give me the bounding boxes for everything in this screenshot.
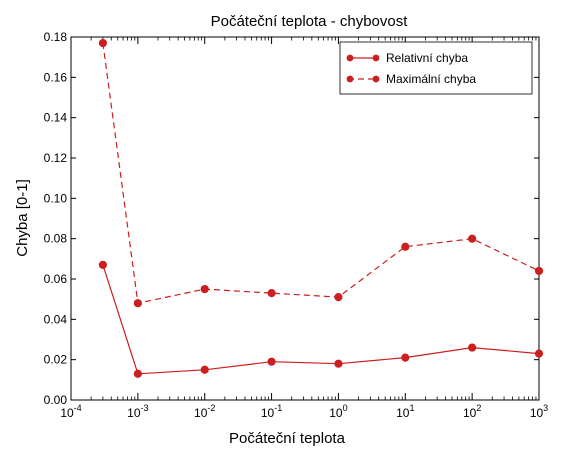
legend-marker bbox=[346, 54, 354, 62]
y-tick-label: 0.14 bbox=[44, 111, 68, 125]
legend-marker bbox=[372, 54, 380, 62]
legend-box bbox=[339, 41, 533, 95]
x-tick-label: 10-2 bbox=[194, 403, 215, 420]
legend: Relativní chyba Maximální chyba bbox=[339, 41, 533, 95]
series-line-1 bbox=[102, 264, 540, 375]
data-point bbox=[133, 369, 142, 378]
x-tick-label: 103 bbox=[530, 403, 548, 420]
x-tick-label: 102 bbox=[463, 403, 481, 420]
chart-title: Počáteční teplota - chybovost bbox=[211, 13, 409, 30]
y-tick-label: 0.18 bbox=[44, 30, 68, 44]
data-point bbox=[334, 293, 343, 302]
data-point bbox=[534, 266, 544, 276]
y-tick-label: 0.04 bbox=[44, 312, 68, 326]
data-point bbox=[267, 357, 276, 366]
axis-ticks: 0.00 0.02 0.04 0.06 0.08 0.10 0.12 0.14 0.16 0.18… bbox=[44, 30, 549, 420]
data-point bbox=[133, 299, 142, 308]
data-point bbox=[98, 38, 107, 48]
legend-marker bbox=[372, 75, 380, 83]
x-tick-label: 10-4 bbox=[60, 403, 81, 420]
data-point bbox=[267, 289, 276, 298]
y-axis-label: Chyba [0-1] bbox=[14, 179, 31, 257]
data-point bbox=[200, 284, 209, 294]
data-point bbox=[401, 242, 410, 251]
y-tick-label: 0.00 bbox=[44, 393, 68, 407]
y-tick-label: 0.08 bbox=[44, 232, 68, 246]
legend-label: Relativní chyba bbox=[386, 51, 468, 65]
legend-label: Maximální chyba bbox=[386, 72, 476, 86]
y-tick-label: 0.12 bbox=[44, 151, 68, 165]
x-axis-label: Počáteční teplota bbox=[229, 430, 346, 447]
data-point bbox=[200, 365, 209, 374]
x-tick-label: 100 bbox=[329, 403, 347, 420]
data-point bbox=[401, 353, 410, 362]
series-layer bbox=[98, 38, 544, 378]
data-point bbox=[334, 359, 343, 368]
legend-marker bbox=[346, 75, 354, 83]
y-tick-label: 0.02 bbox=[44, 353, 68, 367]
x-tick-label: 10-3 bbox=[127, 403, 148, 420]
series-line-2 bbox=[102, 43, 540, 304]
data-point bbox=[534, 349, 544, 358]
x-tick-label: 10-1 bbox=[261, 403, 282, 420]
y-tick-label: 0.10 bbox=[44, 191, 68, 205]
y-tick-label: 0.16 bbox=[44, 70, 68, 84]
x-tick-label: 101 bbox=[396, 403, 414, 420]
y-tick-label: 0.06 bbox=[44, 272, 68, 286]
data-point bbox=[468, 343, 477, 352]
plot-area bbox=[70, 36, 540, 401]
data-point bbox=[468, 234, 477, 243]
data-point bbox=[98, 260, 107, 269]
